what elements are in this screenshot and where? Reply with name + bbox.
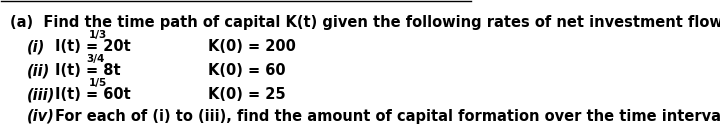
Text: I(t) = 20t: I(t) = 20t (55, 39, 131, 54)
Text: I(t) = 60t: I(t) = 60t (55, 87, 131, 102)
Text: (i): (i) (27, 39, 45, 54)
Text: 3/4: 3/4 (86, 54, 104, 64)
Text: (iii): (iii) (27, 87, 55, 102)
Text: (iv): (iv) (27, 109, 55, 124)
Text: 1/3: 1/3 (89, 30, 107, 40)
Text: (ii): (ii) (27, 63, 50, 78)
Text: K(0) = 200: K(0) = 200 (208, 39, 296, 54)
Text: K(0) = 60: K(0) = 60 (208, 63, 286, 78)
Text: K(0) = 25: K(0) = 25 (208, 87, 286, 102)
Text: 1/5: 1/5 (89, 78, 107, 88)
Text: (a)  Find the time path of capital K(t) given the following rates of net investm: (a) Find the time path of capital K(t) g… (10, 15, 720, 30)
Text: For each of (i) to (iii), find the amount of capital formation over the time int: For each of (i) to (iii), find the amoun… (55, 109, 720, 124)
Text: I(t) = 8t: I(t) = 8t (55, 63, 121, 78)
